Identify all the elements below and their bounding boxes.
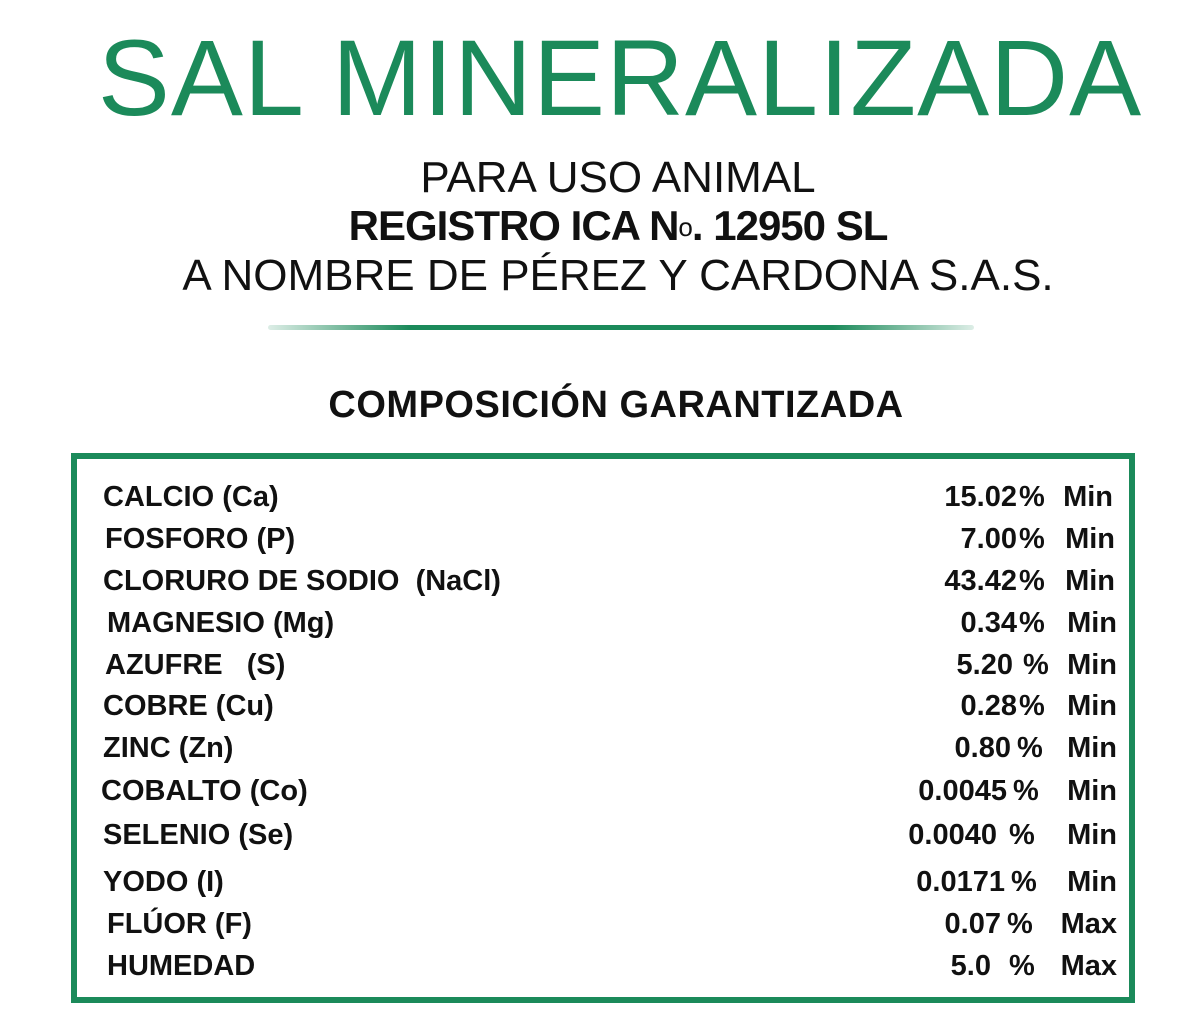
table-row: COBALTO (Co) 0.0045 % Min: [77, 770, 1129, 812]
nutrient-value: 15.02: [944, 481, 1017, 513]
table-row: HUMEDAD 5.0 % Max: [77, 945, 1129, 987]
registration-number-sign: o: [678, 212, 693, 242]
nutrient-limit: Min: [1067, 690, 1117, 722]
nutrient-limit: Max: [1060, 908, 1117, 940]
nutrient-value: 0.34: [960, 607, 1017, 639]
nutrient-limit: Min: [1067, 607, 1117, 639]
nutrient-name: SELENIO (Se): [103, 819, 294, 851]
nutrient-unit: %: [1009, 819, 1035, 851]
nutrient-value: 0.0171: [916, 866, 1005, 898]
nutrient-name: YODO (I): [103, 866, 224, 898]
nutrient-unit: %: [1019, 607, 1045, 639]
nutrient-value: 0.0045: [918, 775, 1007, 807]
nutrient-value: 0.07: [944, 908, 1001, 940]
product-title: SAL MINERALIZADA: [97, 17, 1143, 138]
nutrient-name: COBALTO (Co): [101, 775, 308, 807]
nutrient-unit: %: [1013, 775, 1039, 807]
table-row: MAGNESIO (Mg) 0.34 % Min: [77, 602, 1129, 644]
nutrient-limit: Min: [1065, 565, 1115, 597]
nutrient-unit: %: [1019, 481, 1045, 513]
nutrient-unit: %: [1019, 690, 1045, 722]
registration-prefix: REGISTRO ICA N: [348, 202, 680, 249]
registration-line: REGISTRO ICA No. 12950 SL: [0, 200, 1200, 253]
nutrient-value: 7.00: [960, 523, 1017, 555]
nutrient-unit: %: [1019, 523, 1045, 555]
nutrient-value: 0.80: [954, 732, 1011, 764]
nutrient-name: CALCIO (Ca): [103, 481, 279, 513]
table-row: CALCIO (Ca) 15.02 % Min: [77, 476, 1129, 518]
usage-line: PARA USO ANIMAL: [420, 153, 816, 202]
nutrient-limit: Min: [1067, 819, 1117, 851]
composition-table: CALCIO (Ca) 15.02 % Min FOSFORO (P) 7.00…: [71, 453, 1135, 1003]
table-row: AZUFRE (S) 5.20 % Min: [77, 644, 1129, 686]
table-row: FLÚOR (F) 0.07 % Max: [77, 903, 1129, 945]
table-row: FOSFORO (P) 7.00 % Min: [77, 518, 1129, 560]
nutrient-name: ZINC (Zn): [103, 732, 234, 764]
nutrient-unit: %: [1011, 866, 1037, 898]
nutrient-name: HUMEDAD: [107, 950, 256, 982]
table-row: CLORURO DE SODIO (NaCl) 43.42 % Min: [77, 560, 1129, 602]
nutrient-limit: Min: [1067, 732, 1117, 764]
nutrient-value: 0.0040: [908, 819, 997, 851]
nutrient-unit: %: [1017, 732, 1043, 764]
table-row: COBRE (Cu) 0.28 % Min: [77, 685, 1129, 727]
table-row: ZINC (Zn) 0.80 % Min: [77, 727, 1129, 769]
nutrient-unit: %: [1019, 565, 1045, 597]
header-divider: [268, 325, 974, 330]
nutrient-limit: Min: [1067, 866, 1117, 898]
nutrient-value: 43.42: [944, 565, 1017, 597]
composition-heading: COMPOSICIÓN GARANTIZADA: [328, 384, 904, 426]
nutrient-limit: Min: [1063, 481, 1113, 513]
nutrient-unit: %: [1009, 950, 1035, 982]
owner-line: A NOMBRE DE PÉREZ Y CARDONA S.A.S.: [182, 251, 1054, 300]
nutrient-name: AZUFRE (S): [105, 649, 286, 681]
nutrient-name: FOSFORO (P): [105, 523, 296, 555]
nutrient-value: 5.20: [956, 649, 1013, 681]
nutrient-unit: %: [1007, 908, 1033, 940]
nutrient-name: COBRE (Cu): [103, 690, 274, 722]
nutrient-value: 0.28: [960, 690, 1017, 722]
nutrient-unit: %: [1023, 649, 1049, 681]
nutrient-limit: Min: [1067, 775, 1117, 807]
nutrient-limit: Max: [1060, 950, 1117, 982]
nutrient-name: CLORURO DE SODIO (NaCl): [103, 565, 501, 597]
table-row: YODO (I) 0.0171 % Min: [77, 861, 1129, 903]
nutrient-name: FLÚOR (F): [107, 908, 252, 940]
nutrient-limit: Min: [1065, 523, 1115, 555]
table-row: SELENIO (Se) 0.0040 % Min: [77, 814, 1129, 856]
nutrient-value: 5.0: [950, 950, 991, 982]
nutrient-limit: Min: [1067, 649, 1117, 681]
nutrient-name: MAGNESIO (Mg): [107, 607, 335, 639]
registration-number: . 12950 SL: [691, 202, 888, 249]
